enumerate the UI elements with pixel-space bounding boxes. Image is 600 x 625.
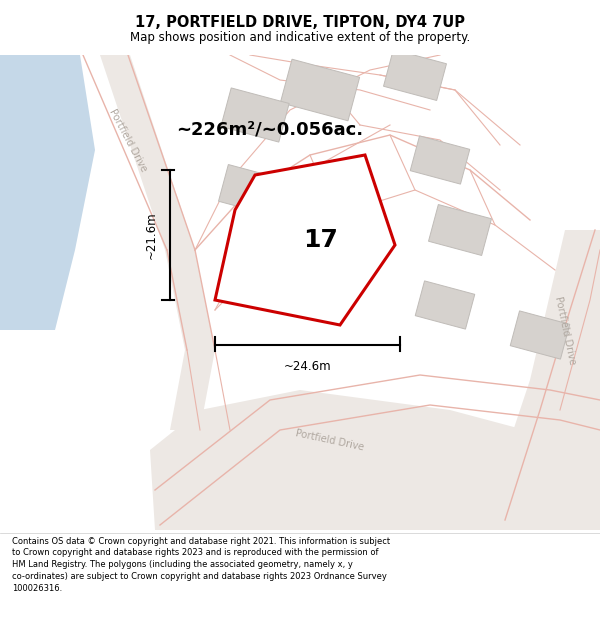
Polygon shape bbox=[415, 281, 475, 329]
Polygon shape bbox=[150, 390, 600, 530]
Polygon shape bbox=[215, 155, 395, 325]
Text: Map shows position and indicative extent of the property.: Map shows position and indicative extent… bbox=[130, 31, 470, 44]
Text: ~226m²/~0.056ac.: ~226m²/~0.056ac. bbox=[176, 121, 364, 139]
Polygon shape bbox=[510, 311, 570, 359]
Text: 17, PORTFIELD DRIVE, TIPTON, DY4 7UP: 17, PORTFIELD DRIVE, TIPTON, DY4 7UP bbox=[135, 16, 465, 31]
Polygon shape bbox=[490, 230, 600, 530]
Text: Contains OS data © Crown copyright and database right 2021. This information is : Contains OS data © Crown copyright and d… bbox=[12, 537, 390, 593]
Polygon shape bbox=[218, 164, 281, 216]
Text: 17: 17 bbox=[304, 228, 338, 252]
Polygon shape bbox=[280, 59, 359, 121]
Text: ~21.6m: ~21.6m bbox=[145, 211, 158, 259]
Polygon shape bbox=[0, 55, 95, 330]
Polygon shape bbox=[410, 136, 470, 184]
Polygon shape bbox=[247, 207, 304, 253]
Text: ~24.6m: ~24.6m bbox=[284, 360, 331, 373]
Polygon shape bbox=[383, 49, 446, 101]
Polygon shape bbox=[80, 55, 215, 430]
Text: Portfield Drive: Portfield Drive bbox=[295, 428, 365, 452]
Polygon shape bbox=[221, 88, 289, 142]
Polygon shape bbox=[428, 204, 491, 256]
Text: Portfield Drive: Portfield Drive bbox=[107, 107, 149, 173]
Text: Portfield Drive: Portfield Drive bbox=[553, 295, 577, 365]
